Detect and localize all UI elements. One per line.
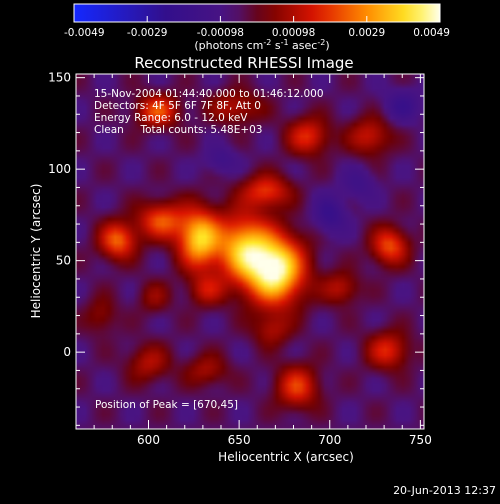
colorbar-tick-label: -0.0049 (64, 27, 105, 39)
y-tick-label: 150 (48, 71, 71, 85)
colorbar-tick-label: 0.0049 (413, 27, 450, 39)
colorbar-tick-label: -0.00098 (197, 27, 244, 39)
annotation-detectors: Detectors: 4F 5F 6F 7F 8F, Att 0 (94, 100, 261, 112)
y-tick-label: 50 (56, 254, 71, 268)
colorbar: -0.0049 -0.0029 -0.00098 0.00098 0.0029 0.004… (64, 3, 450, 52)
y-axis-label: Heliocentric Y (arcsec) (29, 184, 43, 319)
x-axis-label: Heliocentric X (arcsec) (218, 450, 354, 464)
x-tick-label: 700 (318, 433, 341, 447)
peak-position-label: Position of Peak = [670,45] (95, 399, 238, 411)
colorbar-ticks: -0.0049 -0.0029 -0.00098 0.00098 0.0029 0.004… (64, 16, 450, 39)
x-tick-label: 750 (409, 433, 432, 447)
colorbar-gradient (74, 4, 440, 22)
y-tick-label: 100 (48, 162, 71, 176)
axis-ticks: 600 650 700 750 0 50 100 150 (48, 71, 432, 447)
colorbar-units: (photons cm-2 s-1 asec-2) (194, 38, 329, 52)
y-tick-label: 0 (63, 345, 71, 359)
annotation-counts: Clean Total counts: 5.48E+03 (94, 124, 263, 136)
colorbar-frame (73, 3, 441, 23)
plot-frame (75, 73, 425, 430)
colorbar-tick-label: 0.0029 (348, 27, 385, 39)
annotation-energy: Energy Range: 6.0 - 12.0 keV (94, 112, 248, 124)
chart-title: Reconstructed RHESSI Image (134, 54, 353, 72)
footer-timestamp: 20-Jun-2013 12:37 (393, 484, 496, 497)
x-tick-label: 600 (137, 433, 160, 447)
colorbar-tick-label: -0.0029 (127, 27, 168, 39)
x-tick-label: 650 (228, 433, 251, 447)
heatmap-image (76, 74, 424, 429)
annotation-block: 15-Nov-2004 01:44:40.000 to 01:46:12.000… (94, 88, 324, 136)
heatmap-raster (76, 74, 424, 429)
colorbar-tick-label: 0.00098 (272, 27, 315, 39)
annotation-time: 15-Nov-2004 01:44:40.000 to 01:46:12.000 (94, 88, 324, 100)
